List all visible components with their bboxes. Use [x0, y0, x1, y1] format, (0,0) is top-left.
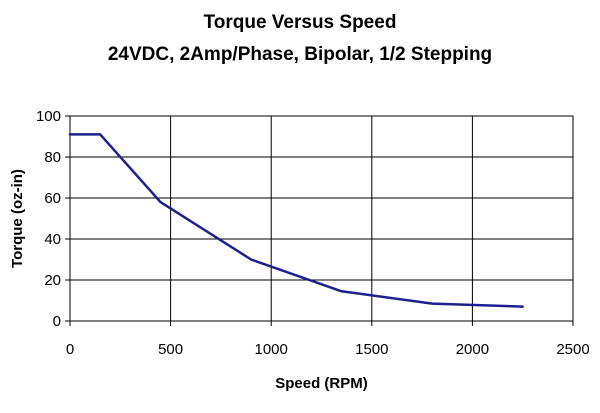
x-tick-label: 2500: [556, 341, 589, 358]
y-tick-label: 100: [36, 108, 61, 125]
axis-ticks: 0 500 1000 1500 2000 2500 0 20 40 60 80 100: [36, 108, 590, 358]
y-tick-label: 60: [44, 190, 61, 207]
x-tick-label: 1500: [355, 341, 388, 358]
chart-title: Torque Versus Speed: [203, 12, 397, 33]
y-axis-label: Torque (oz-in): [9, 169, 26, 268]
chart-subtitle: 24VDC, 2Amp/Phase, Bipolar, 1/2 Stepping: [107, 44, 493, 65]
y-tick-label: 20: [44, 272, 61, 289]
y-tick-label: 80: [44, 149, 61, 166]
x-axis-label: Speed (RPM): [275, 375, 368, 392]
x-tick-label: 500: [158, 341, 183, 358]
grid-lines: [69, 115, 574, 322]
series-group: [68, 133, 524, 308]
plot-area-frame: [69, 115, 574, 322]
x-tick-label: 0: [66, 341, 74, 358]
torque-curve-line: [68, 133, 524, 308]
y-tick-label: 0: [53, 313, 61, 330]
x-tick-label: 1000: [255, 341, 288, 358]
y-tick-label: 40: [44, 231, 61, 248]
x-tick-label: 2000: [456, 341, 489, 358]
